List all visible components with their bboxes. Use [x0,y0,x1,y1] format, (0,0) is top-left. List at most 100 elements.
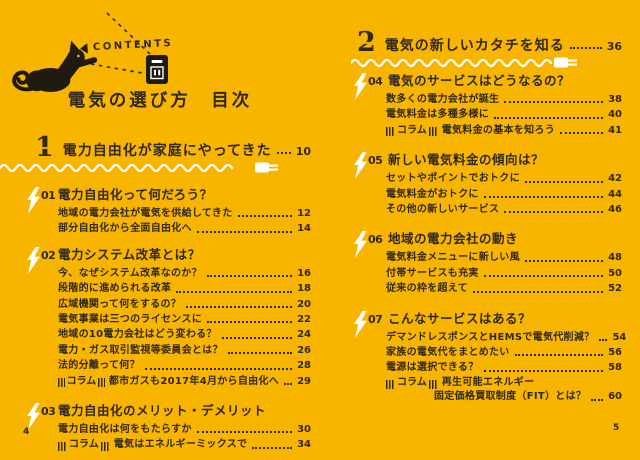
toc-item-page: 20 [297,298,311,310]
toc-item-label: 段階的に進められる改革 [58,283,172,295]
dot-leader [514,354,604,357]
toc-item: 地域の電力会社が電気を供給してきた 12 [58,206,311,221]
cord-plug-divider [0,162,278,173]
toc-item-page: 22 [297,314,311,326]
toc-item: 従来の枠を超えて 52 [386,281,622,296]
toc-item-label: 電気料金の基本を知ろう [441,124,556,136]
section-06-heading: 06 地域の電力会社の動き [352,230,622,259]
toc-item-label: 電気事業は三つのライセンスに [58,314,202,326]
toc-item-label: 電気はエネルギーミックスで [113,439,248,451]
toc-item: 部分自由化から全面自由化へ 14 [58,221,311,236]
toc-item-line1: コラム 再生可能エネルギー [386,376,622,391]
section-03-items: 電力自由化は何をもたらすか 30 コラム 電気はエネルギーミックスで 34 [22,420,311,453]
chapter-1-page: 10 [295,145,311,158]
toc-item: 電気料金メニューに新しい風 48 [386,250,622,265]
toc-item-label: 再生可能エネルギー [441,376,535,388]
toc-item-label: セットやポイントでおトクに [386,173,520,185]
chapter-1-number: 1 [35,132,54,163]
lightning-bolt-icon [354,231,367,259]
section-05-number: 05 [368,154,383,168]
dot-leader [569,47,602,49]
toc-item-label: 電力自由化は何をもたらすか [58,424,192,436]
barcode-icon [100,441,110,451]
toc-item-label: 今、なぜシステム改革なのか？ [58,267,202,279]
column-badge: コラム [397,376,427,388]
section-07: 07 こんなサービスはある？ デマンドレスポンスとHEMSで電気代削減？ 54 家… [352,310,626,405]
column-badge: コラム [69,439,99,451]
barcode-icon [386,127,395,137]
section-01-heading: 01 電力自由化って何だろう？ [22,186,311,214]
dot-leader [207,321,293,324]
barcode-icon [58,441,67,451]
toc-item: 電気料金は多種多様に 40 [386,107,622,122]
section-06-number: 06 [368,233,383,247]
dot-leader [284,383,293,386]
lightning-bolt-icon [354,73,367,100]
toc-item-column: コラム 都市ガスも2017年4月から自由化へ 29 [58,374,311,389]
toc-item-label: デマンドレスポンスとHEMSで電気代削減？ [386,331,595,343]
chapter-2-title: 電気の新しいカタチを知る [384,38,565,54]
toc-item-label: 法的分離って何？ [58,360,140,372]
toc-item: 電力自由化は何をもたらすか 30 [58,422,311,437]
dot-leader [206,275,293,278]
lightning-bolt-icon [354,310,367,338]
lightning-bolt-icon [27,246,40,274]
column-badge: コラム [397,124,427,136]
toc-item: 今、なぜシステム改革なのか？ 16 [58,266,311,281]
dot-leader [237,215,293,218]
section-04-title: 電気のサービスはどうなるの？ [388,73,571,88]
toc-right-column: 2 電気の新しいカタチを知る 36 04 電気のサービスはどうなるの？ 数多くの… [351,29,626,405]
toc-item-page: 28 [297,360,311,372]
toc-item-label: 電気料金がおトクに [386,188,479,200]
toc-item: 広域機関って何をするの？ 20 [58,297,311,312]
toc-item-label: 都市ガスも2017年4月から自由化へ [108,375,280,387]
barcode-icon [386,379,395,389]
toc-item: デマンドレスポンスとHEMSで電気代削減？ 54 [386,330,626,345]
outlet-icon [146,55,168,84]
dot-leader [504,211,604,214]
dot-leader [252,446,293,449]
dot-leader [221,336,293,339]
section-07-title: こんなサービスはある？ [388,310,532,326]
toc-item-label: 電力・ガス取引監視等委員会とは？ [58,344,223,356]
dot-leader [524,259,604,262]
toc-item-page: 16 [297,267,311,279]
toc-item-page: 54 [612,331,627,343]
toc-item-label: 付帯サービスも充実 [386,267,479,279]
dot-leader [591,398,604,401]
section-03-title: 電力自由化のメリット・デメリット [58,403,267,419]
dot-leader [276,152,291,154]
dot-leader [483,369,604,372]
section-07-heading: 07 こんなサービスはある？ [352,310,622,338]
toc-item-label: 家族の電気代をまとめたい [386,347,510,359]
section-02-number: 02 [41,248,56,262]
toc-item: 電力・ガス取引監視等委員会とは？ 26 [58,343,311,358]
section-05: 05 新しい電気料金の傾向は？ セットやポイントでおトクに 42 電気料金がおトク… [352,151,622,217]
dot-leader [483,275,604,278]
folio-left: 4 [23,427,30,437]
cat-icon [12,40,98,92]
toc-item-label: 電気料金は多種多様に [386,109,489,121]
cord-plug-divider [351,57,577,68]
lightning-bolt-icon [27,187,40,214]
dot-leader [196,230,293,233]
dot-leader [483,196,604,199]
dot-leader [144,367,293,370]
toc-item-page: 58 [608,362,622,374]
toc-item: 家族の電気代をまとめたい 56 [386,345,622,360]
toc-item: 法的分離って何？ 28 [58,358,311,373]
section-06-title: 地域の電力会社の動き [388,231,519,247]
dot-leader [186,306,293,309]
section-03-heading: 03 電力自由化のメリット・デメリット [22,402,311,431]
column-badge: コラム [66,375,97,387]
toc-item-column-two-line: コラム 再生可能エネルギー 固定価格買取制度（FIT）とは？ 60 [386,376,622,405]
section-02-items: 今、なぜシステム改革なのか？ 16 段階的に進められる改革 18 広域機関って何をす… [22,264,311,389]
toc-item-page: 12 [297,208,311,219]
toc-item-label: 部分自由化から全面自由化へ [58,223,192,235]
section-03-number: 03 [41,405,56,419]
folio-right: 5 [613,423,620,433]
toc-item-page: 56 [608,347,622,359]
header-art: CONTENTS [0,0,320,130]
section-05-heading: 05 新しい電気料金の傾向は？ [352,151,622,180]
toc-item-label: 従来の枠を超えて [386,283,468,295]
